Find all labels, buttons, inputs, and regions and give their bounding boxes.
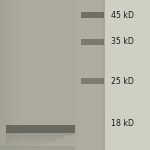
Bar [6, 125, 75, 133]
Bar [2, 0, 3, 150]
Bar [12, 0, 14, 150]
Text: 45 kD: 45 kD [111, 11, 134, 20]
Bar [81, 78, 103, 84]
Bar [9, 0, 10, 150]
Bar [6, 136, 65, 138]
Text: 18 kD: 18 kD [111, 118, 134, 127]
Bar [21, 0, 22, 150]
Bar [102, 0, 105, 150]
Bar [6, 135, 70, 136]
Bar [1, 0, 2, 150]
Bar [4, 0, 6, 150]
Text: 25 kD: 25 kD [111, 76, 134, 85]
Bar [0, 0, 1, 150]
Bar [0, 0, 78, 150]
Bar [6, 147, 31, 148]
Bar [15, 0, 16, 150]
Bar [14, 0, 15, 150]
Bar [6, 145, 36, 147]
Bar [17, 0, 18, 150]
Bar [19, 0, 20, 150]
Bar [10, 0, 11, 150]
Bar [6, 139, 56, 141]
Text: 35 kD: 35 kD [111, 38, 134, 46]
Bar [6, 0, 7, 150]
Bar [81, 39, 103, 45]
Bar [0, 0, 105, 150]
Bar [8, 0, 9, 150]
Bar [6, 142, 46, 144]
Bar [6, 144, 41, 145]
Bar [7, 0, 8, 150]
Bar [81, 12, 103, 18]
Bar [3, 0, 4, 150]
Bar [105, 0, 150, 150]
Bar [6, 133, 75, 135]
Bar [18, 0, 19, 150]
Bar [20, 0, 21, 150]
Bar [0, 146, 75, 150]
Bar [16, 0, 17, 150]
Bar [6, 138, 60, 139]
Bar [6, 141, 51, 142]
Bar [11, 0, 12, 150]
